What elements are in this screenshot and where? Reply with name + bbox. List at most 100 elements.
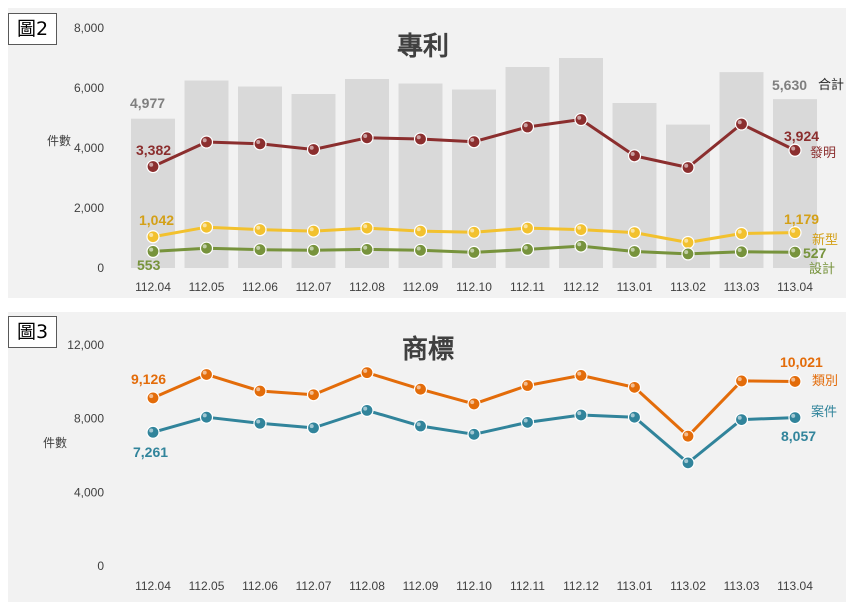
patent-y-tick: 4,000 (74, 141, 104, 155)
patent-x-tick: 112.09 (403, 280, 439, 294)
patent-point-highlight (417, 247, 421, 251)
trademark-series-point (575, 409, 587, 421)
legend-invention: 發明 (810, 146, 836, 161)
patent-total-bar (773, 99, 817, 268)
trademark-series-point (682, 457, 694, 469)
patent-x-tick: 112.07 (296, 280, 332, 294)
patent-x-tick: 112.12 (563, 280, 599, 294)
patent-total-bar (399, 84, 443, 269)
patent-series-point (308, 144, 320, 156)
invention-first-label: 3,382 (136, 142, 171, 158)
patent-figure-badge: 圖2 (8, 13, 57, 45)
patent-point-highlight (631, 248, 635, 252)
patent-series-point (522, 222, 534, 234)
trademark-point-highlight (738, 416, 742, 420)
trademark-point-highlight (256, 419, 260, 423)
trademark-point-highlight (684, 432, 688, 436)
trademark-point-highlight (524, 419, 528, 423)
trademark-x-tick: 112.08 (349, 579, 385, 593)
bar-total-last-label: 5,630 (772, 77, 807, 93)
patent-y-tick: 2,000 (74, 201, 104, 215)
patent-series-point (629, 150, 641, 162)
patent-x-tick: 112.05 (189, 280, 225, 294)
trademark-y-tick: 12,000 (67, 338, 104, 352)
trademark-point-highlight (577, 372, 581, 376)
patent-point-highlight (363, 224, 367, 228)
patent-series-point (629, 246, 641, 258)
patent-series-point (468, 136, 480, 148)
trademark-point-highlight (470, 400, 474, 404)
trademark-series-point (468, 398, 480, 410)
trademark-x-tick: 113.04 (777, 579, 813, 593)
patent-series-point (629, 227, 641, 239)
trademark-point-highlight (310, 391, 314, 395)
trademark-x-tick: 112.05 (189, 579, 225, 593)
patent-series-point (147, 161, 159, 173)
patent-x-tick: 113.04 (777, 280, 813, 294)
patent-series-point (736, 118, 748, 130)
trademark-point-highlight (149, 394, 153, 398)
trademark-point-highlight (524, 382, 528, 386)
trademark-point-highlight (203, 413, 207, 417)
trademark-series-point (682, 430, 694, 442)
patent-x-tick: 113.01 (617, 280, 653, 294)
cases-last-label: 8,057 (781, 428, 816, 444)
utility-first-label: 1,042 (139, 212, 174, 228)
patent-series-point (254, 138, 266, 150)
patent-point-highlight (417, 227, 421, 231)
trademark-series-point (147, 392, 159, 404)
trademark-figure-badge: 圖3 (8, 316, 57, 348)
patent-series-point (682, 248, 694, 260)
trademark-y-tick: 0 (97, 559, 104, 573)
trademark-y-tick: 8,000 (74, 412, 104, 426)
trademark-point-highlight (417, 422, 421, 426)
patent-x-tick: 112.04 (135, 280, 171, 294)
patent-point-highlight (577, 116, 581, 120)
patent-x-tick: 112.06 (242, 280, 278, 294)
patent-y-tick: 6,000 (74, 81, 104, 95)
invention-last-label: 3,924 (784, 128, 819, 144)
patent-point-highlight (470, 138, 474, 142)
classes-first-label: 9,126 (131, 371, 166, 387)
trademark-point-highlight (363, 369, 367, 373)
patent-series-point (682, 162, 694, 174)
patent-point-highlight (738, 230, 742, 234)
patent-y-tick: 0 (97, 261, 104, 275)
patent-total-bar (345, 79, 389, 268)
patent-series-point (789, 246, 801, 258)
patent-series-point (201, 136, 213, 148)
patent-series-point (201, 242, 213, 254)
trademark-point-highlight (149, 428, 153, 432)
patent-point-highlight (684, 250, 688, 254)
trademark-x-tick: 112.06 (242, 579, 278, 593)
trademark-x-tick: 112.04 (135, 579, 171, 593)
patent-point-highlight (738, 248, 742, 252)
patent-point-highlight (791, 146, 795, 150)
trademark-point-highlight (738, 377, 742, 381)
patent-total-bar (238, 87, 282, 269)
trademark-point-highlight (791, 414, 795, 418)
patent-point-highlight (256, 140, 260, 144)
patent-point-highlight (203, 223, 207, 227)
patent-point-highlight (310, 146, 314, 150)
patent-y-axis-label: 件數 (47, 134, 71, 148)
design-last-label: 527 (803, 245, 827, 261)
trademark-series-point (629, 381, 641, 393)
trademark-x-tick: 112.10 (456, 579, 492, 593)
trademark-x-tick: 112.11 (510, 579, 545, 593)
trademark-x-tick: 113.02 (670, 579, 706, 593)
patent-series-point (147, 231, 159, 243)
patent-series-point (575, 114, 587, 126)
trademark-series-point (361, 367, 373, 379)
patent-point-highlight (791, 229, 795, 233)
patent-series-point (201, 221, 213, 233)
trademark-series-point (736, 375, 748, 387)
trademark-x-tick: 112.09 (403, 579, 439, 593)
trademark-series-point (254, 385, 266, 397)
patent-point-highlight (256, 226, 260, 230)
patent-point-highlight (631, 229, 635, 233)
trademark-point-highlight (631, 384, 635, 388)
patent-x-tick: 113.02 (670, 280, 706, 294)
utility-last-label: 1,179 (784, 211, 819, 227)
